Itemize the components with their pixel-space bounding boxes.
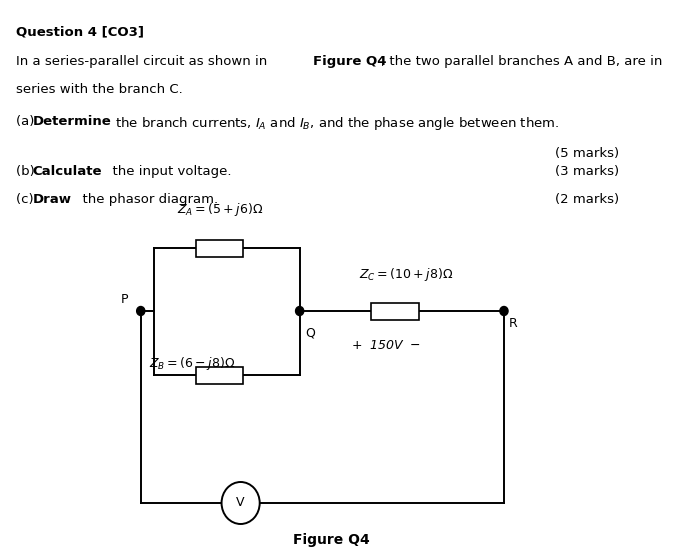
Text: Figure Q4: Figure Q4: [293, 533, 370, 547]
Text: the phasor diagram.: the phasor diagram.: [74, 193, 218, 206]
Text: series with the branch C.: series with the branch C.: [16, 83, 183, 96]
Text: V: V: [237, 497, 245, 509]
Text: (3 marks): (3 marks): [555, 165, 620, 178]
Bar: [372, 302, 419, 320]
Text: $Z_B = (6 - j8)\Omega$: $Z_B = (6 - j8)\Omega$: [149, 355, 236, 372]
Circle shape: [222, 482, 260, 524]
Text: +  150$V$  −: + 150$V$ −: [351, 339, 421, 352]
Circle shape: [295, 306, 304, 316]
Text: Q: Q: [305, 327, 315, 340]
Text: Draw: Draw: [33, 193, 71, 206]
Text: Figure Q4: Figure Q4: [314, 55, 387, 68]
Circle shape: [136, 306, 145, 316]
Text: $Z_C = (10 + j8)\Omega$: $Z_C = (10 + j8)\Omega$: [359, 266, 453, 283]
Text: In a series-parallel circuit as shown in: In a series-parallel circuit as shown in: [16, 55, 272, 68]
Text: Question 4 [CO3]: Question 4 [CO3]: [16, 25, 144, 38]
Text: P: P: [120, 293, 128, 306]
Text: Calculate: Calculate: [33, 165, 102, 178]
Text: the input voltage.: the input voltage.: [104, 165, 231, 178]
Text: (b): (b): [16, 165, 39, 178]
Bar: [196, 239, 244, 257]
Text: the branch currents, $I_A$ and $I_B$, and the phase angle between them.: the branch currents, $I_A$ and $I_B$, an…: [111, 115, 559, 132]
Text: , the two parallel branches A and B, are in: , the two parallel branches A and B, are…: [382, 55, 663, 68]
Text: (c): (c): [16, 193, 38, 206]
Circle shape: [500, 306, 508, 316]
Text: (5 marks): (5 marks): [555, 147, 620, 160]
Text: R: R: [508, 317, 517, 330]
Text: (a): (a): [16, 115, 39, 128]
Text: (2 marks): (2 marks): [555, 193, 620, 206]
Text: Determine: Determine: [33, 115, 111, 128]
Bar: [196, 367, 244, 383]
Text: $Z_A = (5 + j6)\Omega$: $Z_A = (5 + j6)\Omega$: [176, 201, 262, 218]
